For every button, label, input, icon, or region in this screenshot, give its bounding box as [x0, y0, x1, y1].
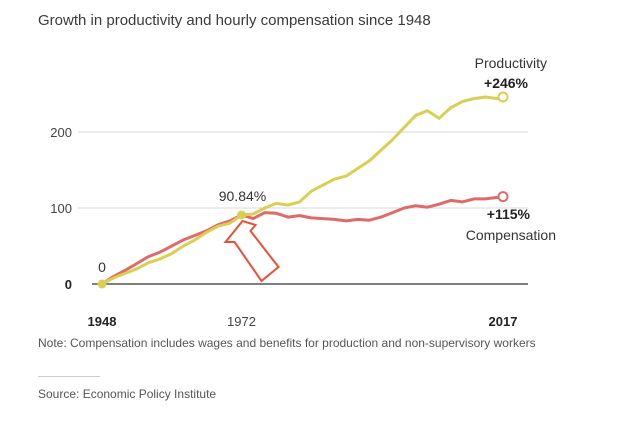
line-chart: 0 100 200 1948 1972 2017 0 90.84% Productivity…: [50, 55, 556, 329]
point-1972-marker: [236, 210, 246, 220]
chart-source: Source: Economic Policy Institute: [38, 387, 217, 401]
annotation-label: Productivity: [475, 55, 547, 71]
annotation-label: Compensation: [466, 227, 556, 243]
y-tick-label: 0: [65, 277, 72, 292]
divider: [38, 376, 100, 377]
x-tick-label: 1972: [227, 314, 256, 329]
annotation-label: 90.84%: [219, 188, 266, 204]
annotation-label: +115%: [487, 206, 531, 222]
y-tick-label: 100: [50, 201, 72, 216]
series-line-compensation: [100, 195, 505, 286]
highlight-arrow: [223, 219, 280, 283]
end-point-marker-productivity: [497, 91, 509, 103]
chart-note: Note: Compensation includes wages and be…: [38, 336, 536, 350]
gridlines: [78, 131, 528, 285]
annotations: 0 90.84% Productivity +246% +115% Compensatio…: [98, 55, 556, 275]
y-tick-label: 200: [50, 125, 72, 140]
x-axis-ticks: 1948 1972 2017: [88, 314, 518, 329]
end-point-marker-compensation: [497, 191, 509, 203]
series-lines: [100, 95, 505, 286]
x-tick-label: 2017: [489, 314, 518, 329]
start-point-marker: [97, 279, 107, 289]
annotation-label: +246%: [484, 75, 529, 91]
highlight-arrow-shape: [223, 219, 280, 283]
annotation-label: 0: [98, 259, 106, 275]
series-markers: [97, 91, 509, 289]
x-tick-label: 1948: [88, 314, 117, 329]
y-axis-ticks: 0 100 200: [50, 125, 72, 292]
chart-title: Growth in productivity and hourly compen…: [38, 12, 431, 29]
series-line-productivity: [100, 95, 505, 286]
